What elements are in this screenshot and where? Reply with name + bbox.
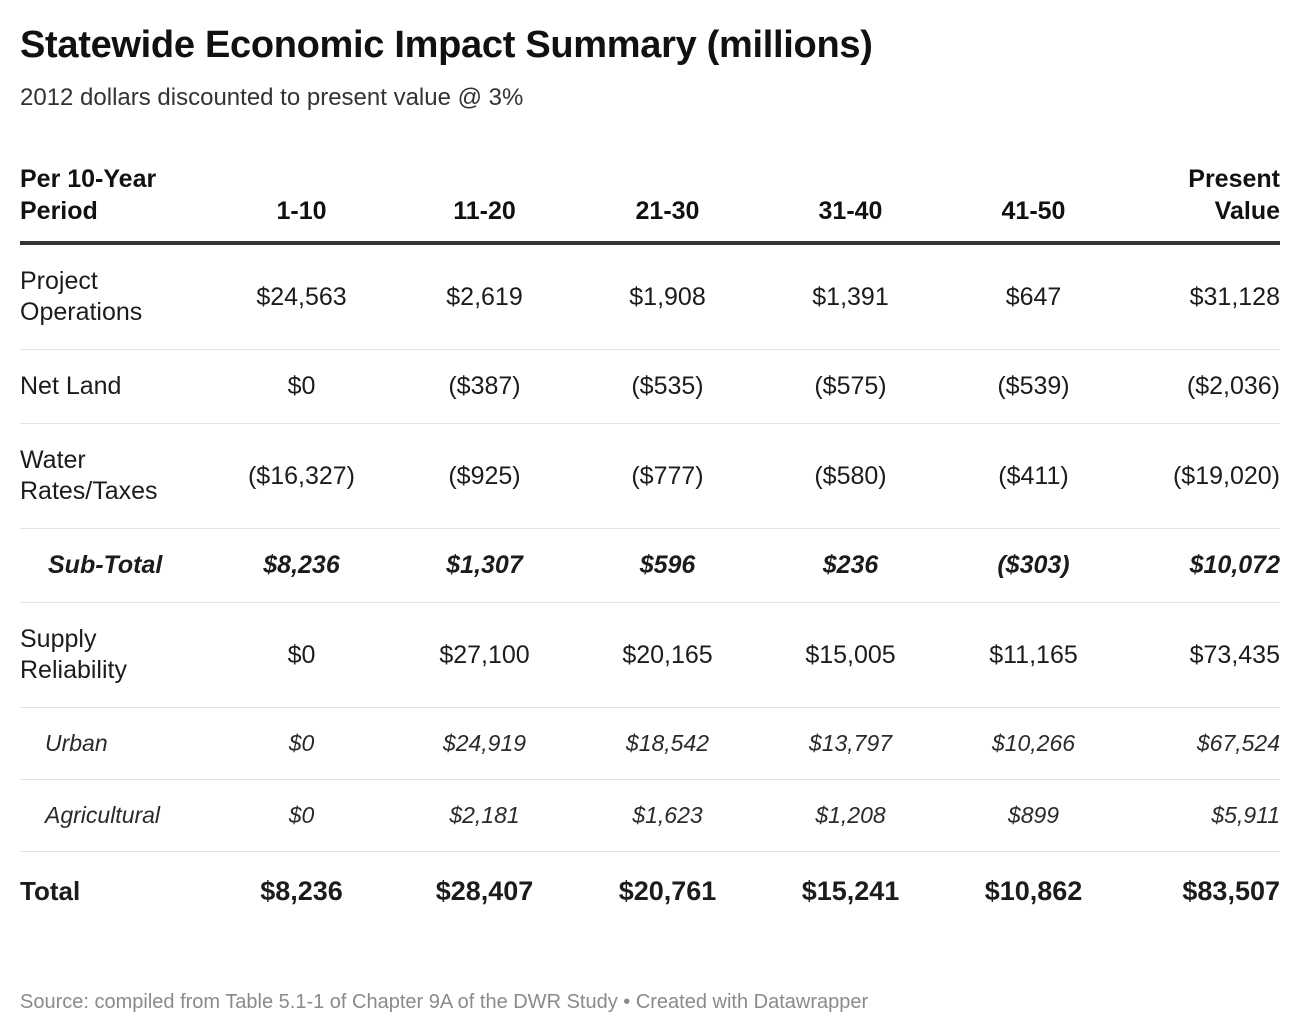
table-cell: $10,266: [942, 707, 1125, 780]
chart-container: Statewide Economic Impact Summary (milli…: [20, 20, 1280, 930]
table-row: Water Rates/Taxes ($16,327) ($925) ($777) ($5…: [20, 423, 1280, 529]
table-cell: $83,507: [1182, 875, 1280, 906]
table-cell: ($777): [576, 423, 759, 529]
table-row: Supply Reliability $0 $27,100 $20,165 $15,005…: [20, 602, 1280, 708]
table-cell: $13,797: [759, 707, 942, 780]
column-header: 31-40: [759, 163, 942, 245]
table-cell: $596: [576, 528, 759, 603]
table-cell: $2,181: [393, 779, 576, 852]
table-cell: $24,563: [210, 243, 393, 350]
row-label: Water Rates/Taxes: [20, 423, 210, 529]
table-cell: $236: [759, 528, 942, 603]
row-label: Project Operations: [20, 243, 210, 350]
table-row: Net Land $0 ($387) ($535) ($575) ($539) ($2,03…: [20, 349, 1280, 424]
table-cell: ($580): [759, 423, 942, 529]
column-header: 41-50: [942, 163, 1125, 245]
table-cell: $1,391: [759, 243, 942, 350]
table-cell: $8,236: [260, 875, 343, 906]
row-label: Net Land: [20, 349, 210, 424]
table-cell: $31,128: [1125, 243, 1280, 350]
table-cell: ($19,020): [1125, 423, 1280, 529]
table-cell: $20,761: [618, 875, 717, 906]
table-header-row: Per 10-Year Period 1-10 11-20 21-30 31-40 41-5…: [20, 163, 1280, 245]
table-row: Agricultural $0 $2,181 $1,623 $1,208 $899 $5,9…: [20, 779, 1280, 852]
table-row: Project Operations $24,563 $2,619 $1,908 $1,3…: [20, 243, 1280, 350]
table-cell: $0: [210, 707, 393, 780]
source-note: Source: compiled from Table 5.1-1 of Cha…: [20, 991, 869, 1013]
table-cell: $647: [942, 243, 1125, 350]
table-cell: ($16,327): [210, 423, 393, 529]
table-cell: ($539): [942, 349, 1125, 424]
table-cell: $15,241: [801, 875, 900, 906]
table-cell: ($2,036): [1125, 349, 1280, 424]
table-cell: $28,407: [435, 875, 534, 906]
chart-title: Statewide Economic Impact Summary (milli…: [20, 24, 873, 66]
table-cell: $5,911: [1125, 779, 1280, 852]
table-cell: $2,619: [393, 243, 576, 350]
table-cell: $0: [210, 779, 393, 852]
table-cell: $67,524: [1125, 707, 1280, 780]
column-header: Present Value: [1125, 163, 1280, 245]
table-cell: ($925): [393, 423, 576, 529]
table-cell: ($535): [576, 349, 759, 424]
table-cell: $1,908: [576, 243, 759, 350]
table-cell: $8,236: [210, 528, 393, 603]
table-cell: $1,208: [759, 779, 942, 852]
impact-table: Per 10-Year Period 1-10 11-20 21-30 31-40 41-5…: [20, 163, 1280, 930]
row-label: Sub-Total: [20, 528, 210, 603]
row-label: Urban: [20, 707, 210, 780]
row-label: Total: [20, 875, 81, 906]
row-label: Agricultural: [20, 779, 210, 852]
row-label: Supply Reliability: [20, 602, 210, 708]
chart-subtitle: 2012 dollars discounted to present value…: [20, 84, 524, 111]
table-cell: ($387): [393, 349, 576, 424]
table-cell: ($575): [759, 349, 942, 424]
table-cell: $27,100: [393, 602, 576, 708]
table-row: Total $8,236 $28,407 $20,761 $15,241 $10,862 $…: [20, 852, 1280, 931]
table-cell: $0: [210, 349, 393, 424]
table-cell: $18,542: [576, 707, 759, 780]
column-header-label: Per 10-Year Period: [20, 163, 210, 245]
column-header: 11-20: [393, 163, 576, 245]
table-cell: $10,072: [1125, 528, 1280, 603]
table-cell: $0: [210, 602, 393, 708]
column-header: 21-30: [576, 163, 759, 245]
table-cell: ($411): [942, 423, 1125, 529]
table-cell: $11,165: [942, 602, 1125, 708]
table-cell: $899: [942, 779, 1125, 852]
table-cell: $1,623: [576, 779, 759, 852]
table-cell: ($303): [942, 528, 1125, 603]
table-row: Urban $0 $24,919 $18,542 $13,797 $10,266 $67,5…: [20, 707, 1280, 780]
column-header: 1-10: [210, 163, 393, 245]
table-cell: $20,165: [576, 602, 759, 708]
table-cell: $10,862: [984, 875, 1083, 906]
table-cell: $24,919: [393, 707, 576, 780]
table-body: Project Operations $24,563 $2,619 $1,908 $1,3…: [20, 243, 1280, 930]
table-cell: $1,307: [393, 528, 576, 603]
table-row: Sub-Total $8,236 $1,307 $596 $236 ($303) $10,0…: [20, 528, 1280, 603]
table-cell: $73,435: [1125, 602, 1280, 708]
table-cell: $15,005: [759, 602, 942, 708]
